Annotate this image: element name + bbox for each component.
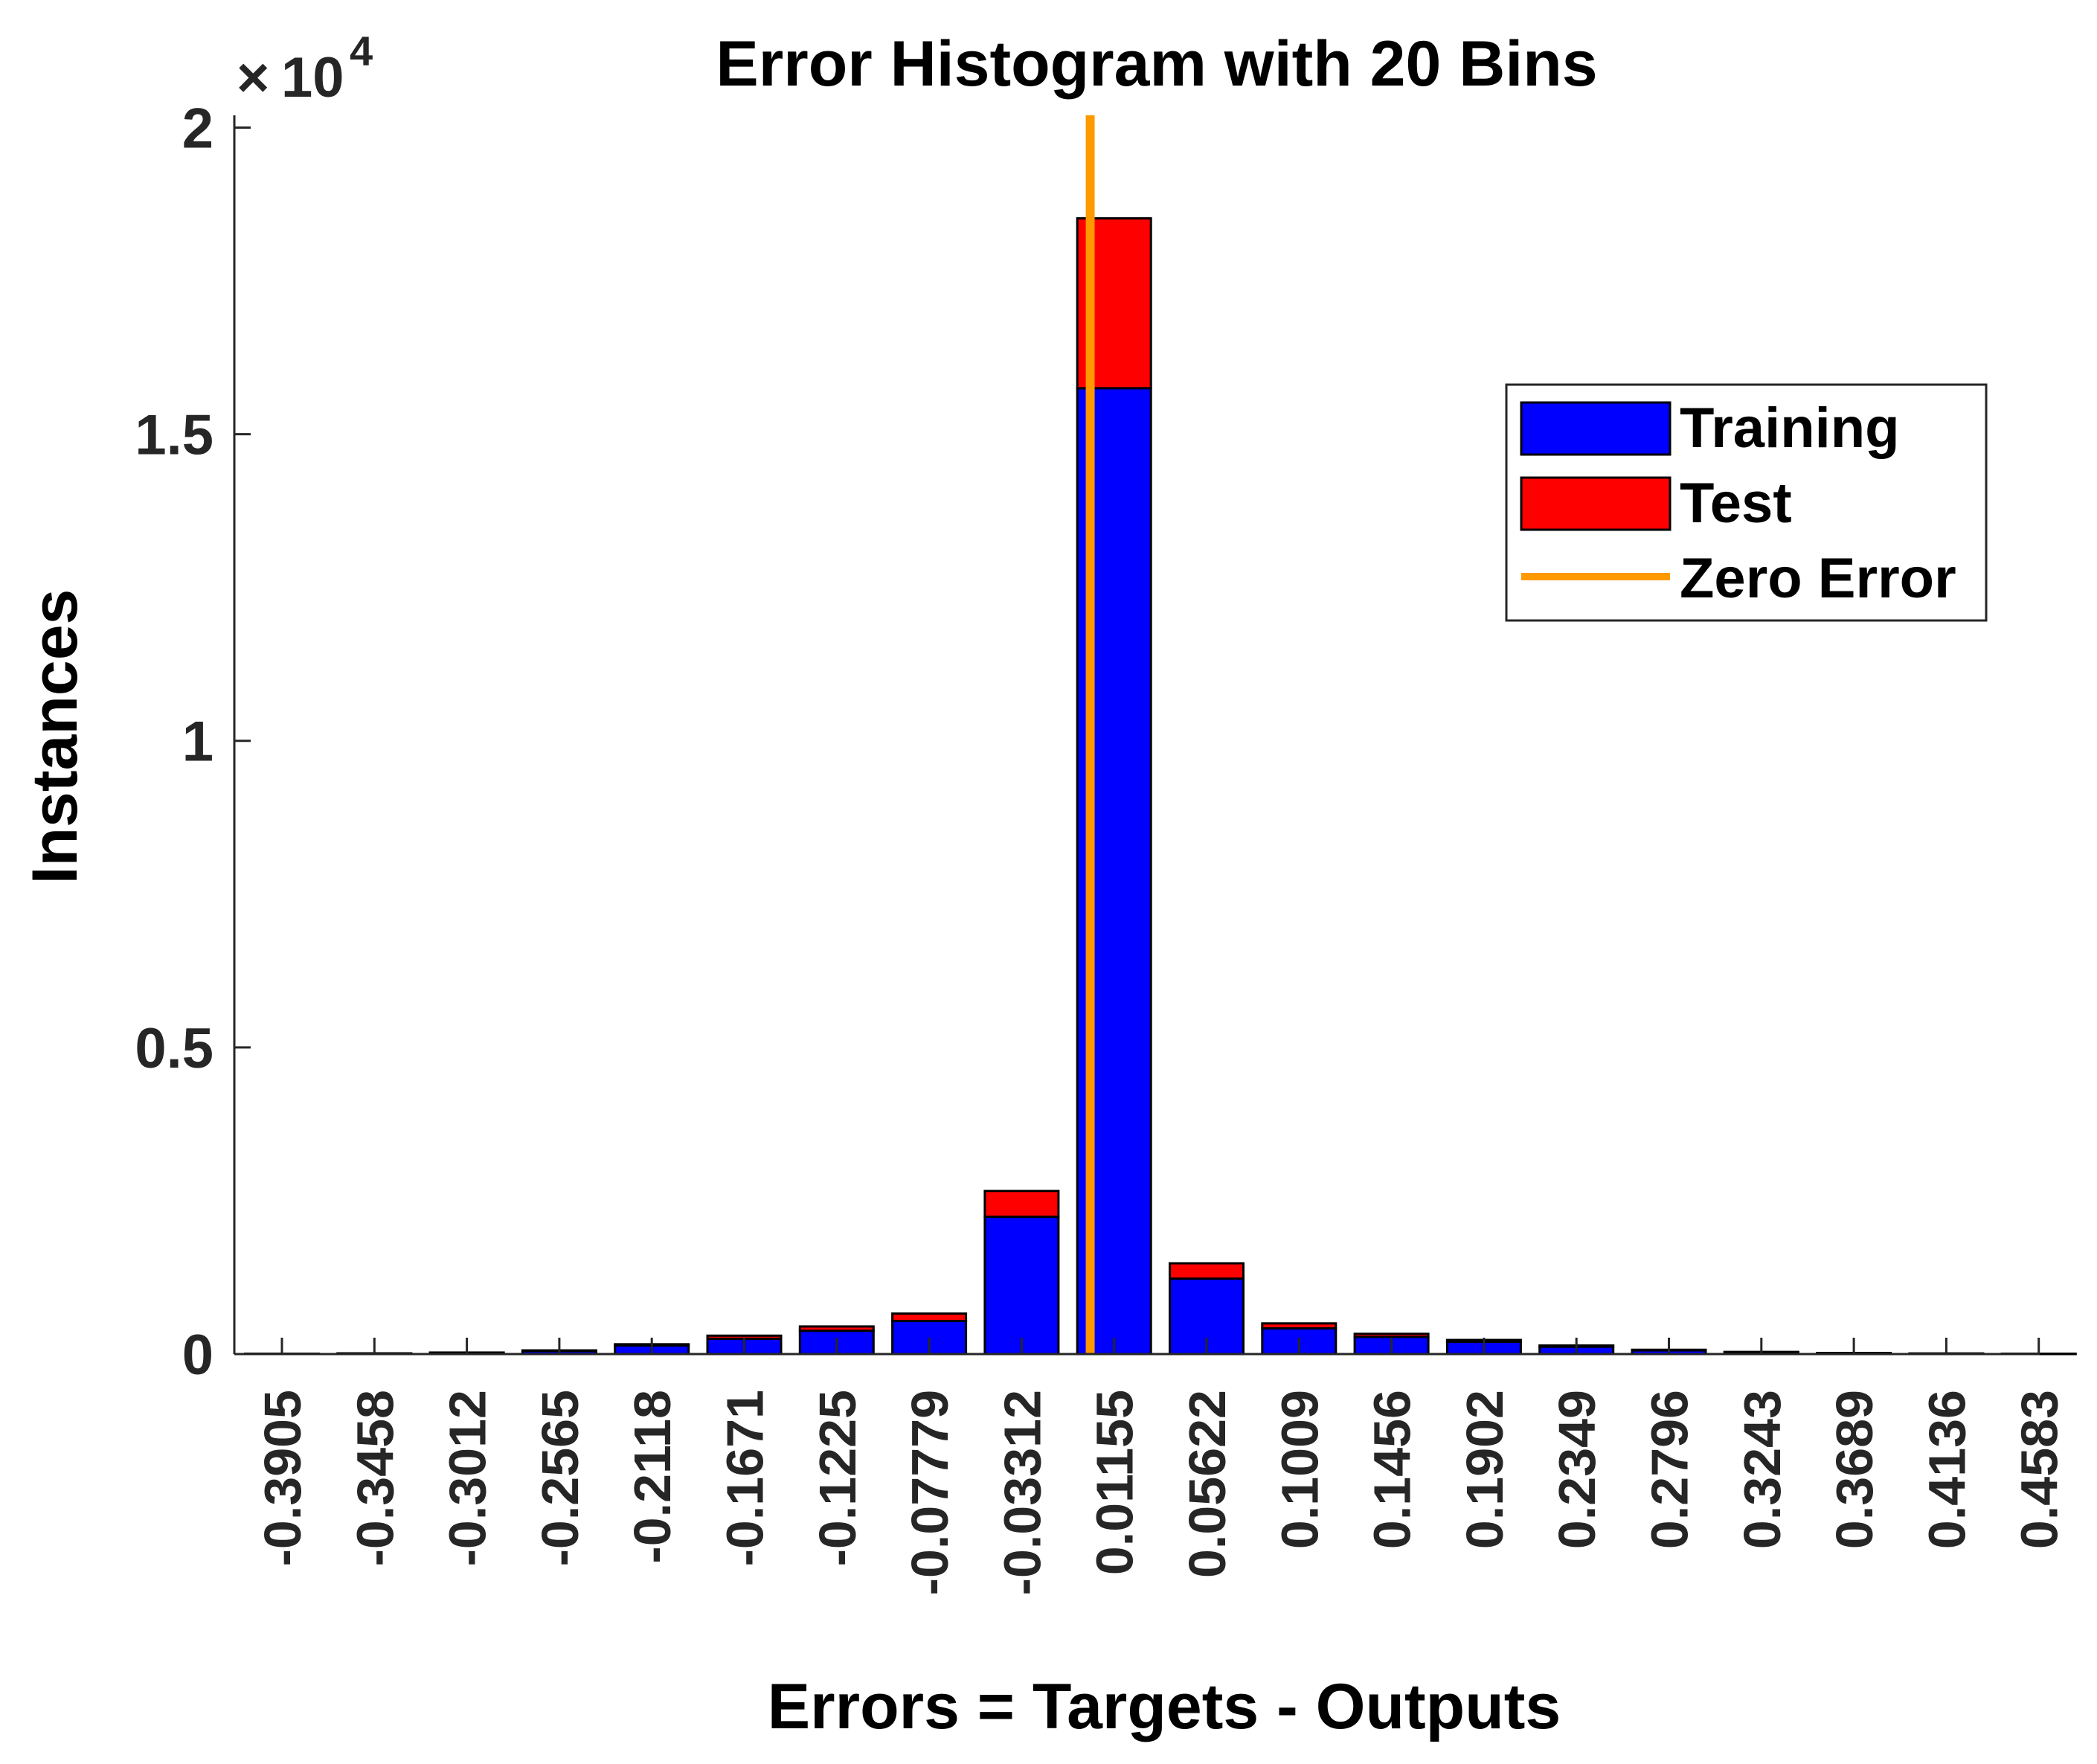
legend-label-training: Training <box>1680 397 1900 460</box>
bar-test-7 <box>891 1312 968 1322</box>
legend-swatch-training <box>1520 401 1672 456</box>
legend-label-test: Test <box>1680 472 1792 535</box>
y-tick-label-3: 1.5 <box>135 404 213 467</box>
x-tick-label-8: -0.03312 <box>993 1390 1051 1595</box>
x-tick-label-13: 0.1902 <box>1456 1390 1514 1549</box>
x-tick-label-4: -0.2118 <box>623 1390 681 1564</box>
x-ticks-group: -0.3905 -0.3458 -0.3012 -0.2565 -0.2118 -0.16… <box>254 1338 2069 1595</box>
legend-label-zero-error: Zero Error <box>1680 547 1956 610</box>
x-tick-label-11: 0.1009 <box>1271 1390 1329 1549</box>
x-axis-label: Errors = Targets - Outputs <box>768 1671 1561 1742</box>
x-tick-label-12: 0.1456 <box>1364 1390 1422 1549</box>
x-tick-label-14: 0.2349 <box>1548 1390 1606 1549</box>
x-tick-label-10: 0.05622 <box>1178 1390 1236 1578</box>
legend: Training Test Zero Error <box>1505 383 1988 622</box>
x-tick-label-5: -0.1671 <box>716 1390 774 1566</box>
y-tick-label-2: 1 <box>182 711 213 774</box>
x-tick-label-7: -0.07779 <box>901 1390 959 1595</box>
bar-test-6 <box>798 1325 875 1332</box>
y-exponent-power: 4 <box>350 28 373 74</box>
y-tick-label-4: 2 <box>182 97 213 160</box>
legend-swatch-test <box>1520 476 1672 531</box>
bar-test-8 <box>983 1190 1060 1218</box>
x-tick-label-0: -0.3905 <box>254 1390 312 1566</box>
x-tick-label-1: -0.3458 <box>346 1390 404 1566</box>
x-tick-label-2: -0.3012 <box>439 1390 497 1566</box>
plot-area: 00.511.52 -0.3905 -0.3458 -0.3012 -0.2565 -0… <box>135 97 2077 1595</box>
chart-title: Error Histogram with 20 Bins <box>716 28 1597 100</box>
bar-test-12 <box>1353 1332 1430 1338</box>
y-exponent-times: × <box>237 46 269 109</box>
x-tick-label-3: -0.2565 <box>531 1390 589 1566</box>
bar-test-10 <box>1169 1262 1245 1280</box>
bar-training-8 <box>983 1215 1060 1356</box>
y-tick-label-1: 0.5 <box>135 1017 213 1080</box>
y-ticks-group: 0 0.5 1 1.5 2 <box>135 97 251 1387</box>
x-tick-label-9: 0.01155 <box>1086 1390 1144 1575</box>
axes-group <box>233 115 2040 1356</box>
x-tick-label-6: -0.1225 <box>809 1390 867 1566</box>
bar-test-11 <box>1261 1322 1337 1330</box>
x-tick-label-17: 0.3689 <box>1825 1390 1884 1549</box>
x-tick-label-16: 0.3243 <box>1733 1390 1791 1549</box>
x-tick-label-18: 0.4136 <box>1918 1390 1976 1549</box>
y-tick-label-0: 0 <box>182 1324 213 1387</box>
y-axis-label: Instances <box>19 589 91 885</box>
x-tick-label-19: 0.4583 <box>2011 1390 2069 1549</box>
y-axis-exponent: × 10 4 <box>237 28 373 109</box>
y-exponent-base: 10 <box>281 46 344 109</box>
x-tick-label-15: 0.2796 <box>1641 1390 1699 1549</box>
